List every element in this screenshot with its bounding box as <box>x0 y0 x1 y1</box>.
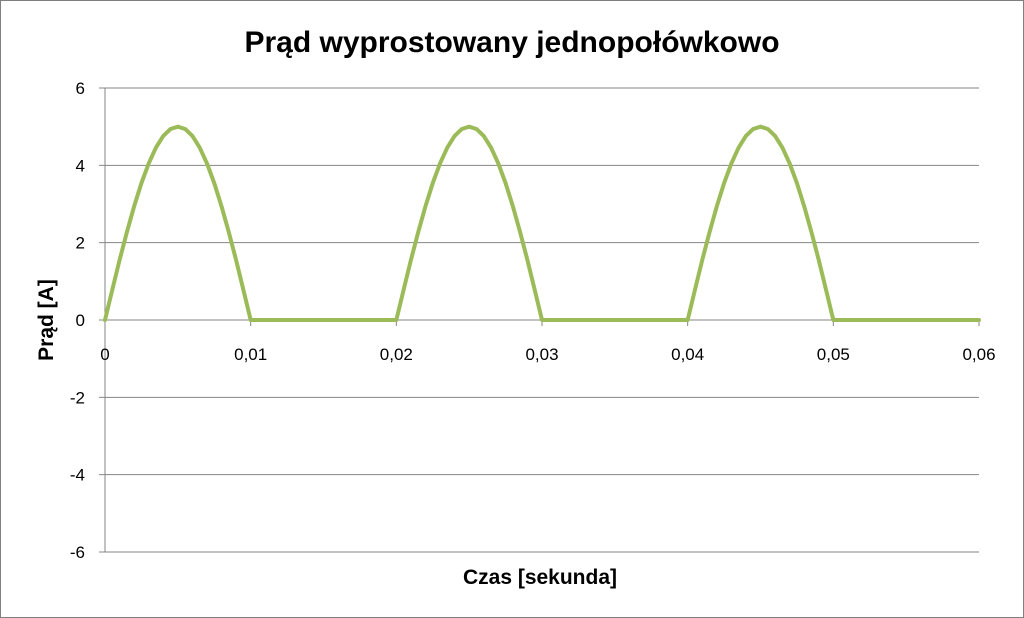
x-tick-label: 0,01 <box>234 345 267 364</box>
y-tick-label: 4 <box>76 156 85 175</box>
y-axis-title: Prąd [A] <box>35 279 58 361</box>
y-tick-label: -4 <box>70 466 85 485</box>
y-tick-label: 6 <box>76 79 85 98</box>
x-tick-label: 0,05 <box>817 345 850 364</box>
x-tick-label: 0,03 <box>525 345 558 364</box>
x-tick-labels: 0 0,01 0,02 0,03 0,04 0,05 0,06 <box>100 345 995 364</box>
x-tick-label: 0,06 <box>962 345 995 364</box>
x-tick-label: 0 <box>100 345 109 364</box>
chart-title: Prąd wyprostowany jednopołówkowo <box>244 26 779 59</box>
y-tick-labels: -6 -4 -2 0 2 4 6 <box>70 79 85 562</box>
y-tick-label: 0 <box>76 311 85 330</box>
y-tick-label: 2 <box>76 234 85 253</box>
series <box>103 124 981 322</box>
series-line <box>103 124 981 322</box>
y-tick-label: -2 <box>70 388 85 407</box>
gridlines <box>105 87 979 553</box>
x-axis-title: Czas [sekunda] <box>463 566 617 589</box>
x-tick-label: 0,04 <box>671 345 704 364</box>
y-tick-label: -6 <box>70 543 85 562</box>
x-tick-label: 0,02 <box>380 345 413 364</box>
